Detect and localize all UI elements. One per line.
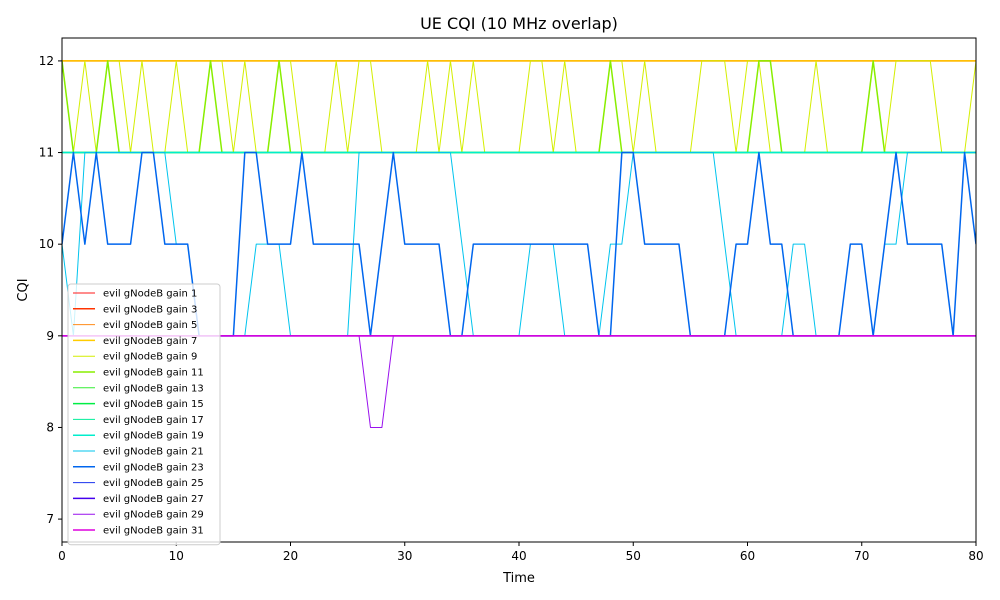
y-tick-label-4: 11 <box>39 146 54 160</box>
x-tick-label-4: 40 <box>511 549 526 563</box>
legend-label-3: evil gNodeB gain 7 <box>103 336 197 347</box>
legend-label-11: evil gNodeB gain 23 <box>103 462 204 473</box>
legend-label-2: evil gNodeB gain 5 <box>103 320 197 331</box>
legend-label-15: evil gNodeB gain 31 <box>103 526 204 537</box>
x-tick-label-0: 0 <box>58 549 66 563</box>
legend-label-0: evil gNodeB gain 1 <box>103 289 197 300</box>
x-tick-label-7: 70 <box>854 549 869 563</box>
y-tick-label-1: 8 <box>46 420 54 434</box>
legend-label-4: evil gNodeB gain 9 <box>103 352 197 363</box>
legend-label-6: evil gNodeB gain 13 <box>103 383 204 394</box>
legend: evil gNodeB gain 1 evil gNodeB gain 3 evil… <box>67 283 221 546</box>
legend-label-10: evil gNodeB gain 21 <box>103 447 204 458</box>
legend-label-12: evil gNodeB gain 25 <box>103 478 204 489</box>
legend-label-8: evil gNodeB gain 17 <box>103 415 204 426</box>
x-tick-label-8: 80 <box>968 549 983 563</box>
x-tick-label-6: 60 <box>740 549 755 563</box>
y-axis: 7 8 9 10 11 12 <box>39 54 62 526</box>
x-axis: 0 10 20 30 40 50 60 70 80 <box>58 542 984 563</box>
y-axis-label: CQI <box>16 278 31 301</box>
legend-box <box>67 283 221 546</box>
x-tick-label-5: 50 <box>626 549 641 563</box>
y-tick-label-3: 10 <box>39 237 54 251</box>
legend-label-14: evil gNodeB gain 29 <box>103 510 204 521</box>
x-axis-label: Time <box>502 571 535 586</box>
legend-label-9: evil gNodeB gain 19 <box>103 431 204 442</box>
legend-label-7: evil gNodeB gain 15 <box>103 399 204 410</box>
chart-title: UE CQI (10 MHz overlap) <box>420 14 618 33</box>
x-tick-label-1: 10 <box>169 549 184 563</box>
series-line-5 <box>62 60 976 154</box>
legend-label-1: evil gNodeB gain 3 <box>103 304 197 315</box>
legend-label-5: evil gNodeB gain 11 <box>103 368 204 379</box>
y-tick-label-5: 12 <box>39 54 54 68</box>
x-tick-label-3: 30 <box>397 549 412 563</box>
x-tick-label-2: 20 <box>283 549 298 563</box>
legend-label-13: evil gNodeB gain 27 <box>103 494 204 505</box>
y-tick-label-0: 7 <box>46 512 54 526</box>
y-tick-label-2: 9 <box>46 329 54 343</box>
series-line-4 <box>62 60 976 154</box>
